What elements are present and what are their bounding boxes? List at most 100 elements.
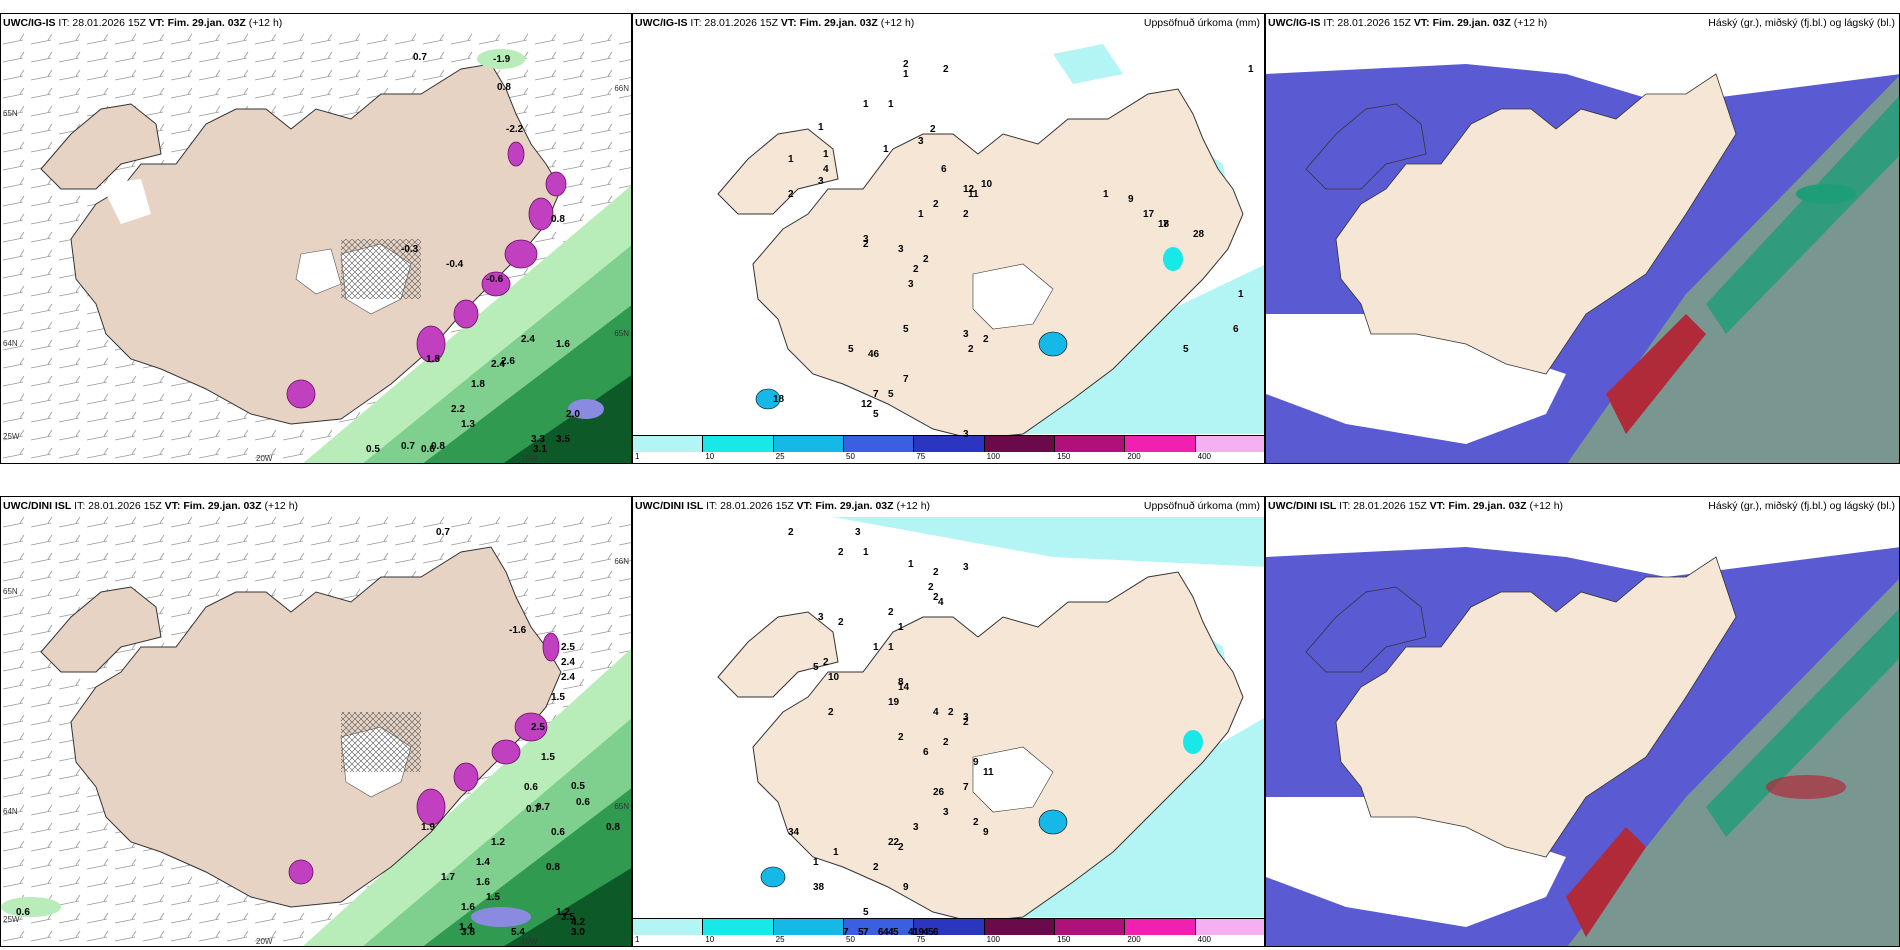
map-value-label: 2 bbox=[968, 344, 974, 355]
colorbar-segment bbox=[1054, 919, 1126, 935]
lead-time: (+12 h) bbox=[896, 500, 931, 512]
colorbar-tick-label: 10 bbox=[705, 935, 715, 944]
lat-label-right-top: 66N bbox=[614, 84, 629, 93]
map-value-label: 2 bbox=[928, 582, 934, 593]
iceland-landmass bbox=[752, 88, 1244, 440]
cloud-panel-top: UWC/IG-IS IT: 28.01.2026 15Z VT: Fim. 29… bbox=[1265, 13, 1900, 464]
temp-panel-top: UWC/IG-IS IT: 28.01.2026 15Z VT: Fim. 29… bbox=[0, 13, 632, 464]
map-value-label: 0.8 bbox=[431, 441, 445, 452]
map-value-label: 1.4 bbox=[459, 922, 473, 933]
lead-time: (+12 h) bbox=[248, 17, 283, 29]
map-value-label: 3.8 bbox=[461, 927, 475, 938]
map-value-label: 7 bbox=[843, 927, 849, 938]
lon-label-bot2: 15W bbox=[521, 454, 538, 463]
iceland-landmass bbox=[1335, 556, 1737, 858]
panel-title: Háský (gr.), miðský (fj.bl.) og lágský (… bbox=[1708, 500, 1895, 512]
map-value-label: 0.6 bbox=[524, 782, 538, 793]
map-value-label: 34 bbox=[788, 827, 800, 838]
map-value-label: 12 bbox=[861, 399, 873, 410]
map-value-label: 1 bbox=[833, 847, 839, 858]
colorbar-tick-label: 50 bbox=[846, 935, 855, 944]
map-value-label: 0.6 bbox=[421, 444, 435, 455]
map-value-label: 5 bbox=[888, 389, 894, 400]
map-value-label: 14 bbox=[898, 682, 910, 693]
valid-time: VT: Fim. 29.jan. 03Z bbox=[148, 17, 246, 29]
map-value-label: 2 bbox=[838, 547, 844, 558]
issue-time: IT: 28.01.2026 15Z bbox=[706, 500, 794, 512]
panel-header: UWC/IG-IS IT: 28.01.2026 15Z VT: Fim. 29… bbox=[1268, 17, 1547, 29]
map-value-label: 2 bbox=[903, 59, 909, 70]
map-value-label: 4.2 bbox=[571, 917, 585, 928]
map-value-label: 2 bbox=[948, 707, 954, 718]
map-value-label: 38 bbox=[813, 882, 825, 893]
map-value-label: 0.7 bbox=[401, 441, 415, 452]
panel-header: UWC/IG-IS IT: 28.01.2026 15Z VT: Fim. 29… bbox=[3, 17, 282, 29]
map-value-label: 2 bbox=[943, 64, 949, 75]
colorbar-segment bbox=[1195, 919, 1264, 935]
valid-time: VT: Fim. 29.jan. 03Z bbox=[780, 17, 878, 29]
map-value-label: 5.4 bbox=[511, 927, 525, 938]
cloud-panel-bottom: UWC/DINI ISL IT: 28.01.2026 15Z VT: Fim.… bbox=[1265, 496, 1900, 947]
model-name: UWC/IG-IS bbox=[1268, 17, 1321, 29]
lat-label-left-top: 65N bbox=[3, 587, 18, 596]
colorbar-segment bbox=[633, 919, 704, 935]
map-value-label: 2 bbox=[898, 732, 904, 743]
colorbar-tick-label: 100 bbox=[986, 935, 1001, 944]
temperature-map bbox=[1, 34, 631, 463]
map-value-label: 6 bbox=[933, 927, 939, 938]
lon-label-bot2: 15W bbox=[521, 937, 538, 946]
map-value-label: 3 bbox=[943, 807, 949, 818]
map-value-label: -1.6 bbox=[509, 625, 527, 636]
colorbar bbox=[633, 435, 1264, 452]
colorbar-segment bbox=[843, 919, 915, 935]
map-value-label: 1 bbox=[788, 154, 794, 165]
map-value-label: 46 bbox=[868, 349, 880, 360]
map-value-label: 2 bbox=[930, 124, 936, 135]
map-value-label: 0.7 bbox=[413, 52, 427, 63]
map-value-label: 4 bbox=[933, 707, 939, 718]
map-value-label: 3 bbox=[963, 429, 969, 440]
map-value-label: 3 bbox=[918, 136, 924, 147]
map-value-label: 1 bbox=[898, 622, 904, 633]
precip-panel-top: UWC/IG-IS IT: 28.01.2026 15Z VT: Fim. 29… bbox=[632, 13, 1265, 464]
map-value-label: 2 bbox=[933, 567, 939, 578]
map-value-label: 1.3 bbox=[461, 419, 475, 430]
map-value-label: 1 bbox=[1248, 64, 1254, 75]
map-value-label: 1.6 bbox=[556, 339, 570, 350]
map-value-label: 1 bbox=[873, 642, 879, 653]
lead-time: (+12 h) bbox=[1513, 17, 1548, 29]
colorbar-tick-label: 200 bbox=[1127, 452, 1141, 461]
panel-title: Uppsöfnuð úrkoma (mm) bbox=[1143, 17, 1260, 29]
valid-time: VT: Fim. 29.jan. 03Z bbox=[1429, 500, 1527, 512]
map-value-label: 3.5 bbox=[561, 912, 575, 923]
map-value-label: 2 bbox=[898, 842, 904, 853]
map-value-label: 3 bbox=[855, 527, 861, 538]
lon-label-bot: 20W bbox=[256, 454, 273, 463]
issue-time: IT: 28.01.2026 15Z bbox=[1323, 17, 1411, 29]
map-value-label: 7 bbox=[903, 374, 909, 385]
map-value-label: 2.4 bbox=[561, 672, 575, 683]
map-value-label: 2 bbox=[828, 707, 834, 718]
map-value-label: 1.6 bbox=[476, 877, 490, 888]
map-value-label: 3.5 bbox=[556, 434, 570, 445]
map-value-label: 5 bbox=[873, 409, 879, 420]
map-value-label: 2 bbox=[973, 817, 979, 828]
map-value-label: 1 bbox=[908, 559, 914, 570]
colorbar-segment bbox=[773, 436, 844, 452]
map-value-label: 0.7 bbox=[536, 802, 550, 813]
map-value-label: 2 bbox=[823, 657, 829, 668]
map-value-label: 4 bbox=[923, 927, 929, 938]
map-value-label: 2.5 bbox=[531, 722, 545, 733]
map-value-label: 2 bbox=[963, 209, 969, 220]
map-value-label: 6 bbox=[923, 747, 929, 758]
colorbar-tick-label: 50 bbox=[846, 452, 855, 461]
colorbar-tick-label: 1 bbox=[635, 935, 640, 944]
lat-label-right-mid: 65N bbox=[614, 802, 629, 811]
precip-panel-bottom: UWC/DINI ISL IT: 28.01.2026 15Z VT: Fim.… bbox=[632, 496, 1265, 947]
issue-time: IT: 28.01.2026 15Z bbox=[690, 17, 778, 29]
lat-label-left-mid: 64N bbox=[3, 807, 18, 816]
map-value-label: 2.6 bbox=[501, 356, 515, 367]
iceland-landmass bbox=[752, 571, 1244, 923]
colorbar-tick-label: 75 bbox=[916, 935, 926, 944]
panel-title: Uppsöfnuð úrkoma (mm) bbox=[1143, 500, 1260, 512]
